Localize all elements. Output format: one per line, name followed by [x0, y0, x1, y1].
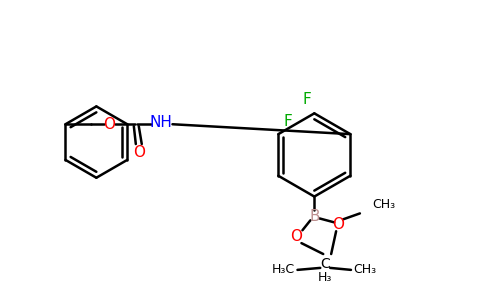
Text: O: O	[133, 146, 145, 160]
Text: NH: NH	[149, 115, 172, 130]
Text: C: C	[320, 257, 330, 271]
Text: F: F	[302, 92, 311, 107]
Text: CH₃: CH₃	[353, 263, 377, 276]
Text: O: O	[103, 117, 115, 132]
Text: H₃C: H₃C	[272, 263, 295, 276]
Text: O: O	[332, 217, 344, 232]
Text: B: B	[309, 209, 319, 224]
Text: F: F	[284, 114, 292, 129]
Text: O: O	[290, 229, 302, 244]
Text: H₃: H₃	[318, 271, 333, 284]
Text: CH₃: CH₃	[372, 198, 395, 211]
